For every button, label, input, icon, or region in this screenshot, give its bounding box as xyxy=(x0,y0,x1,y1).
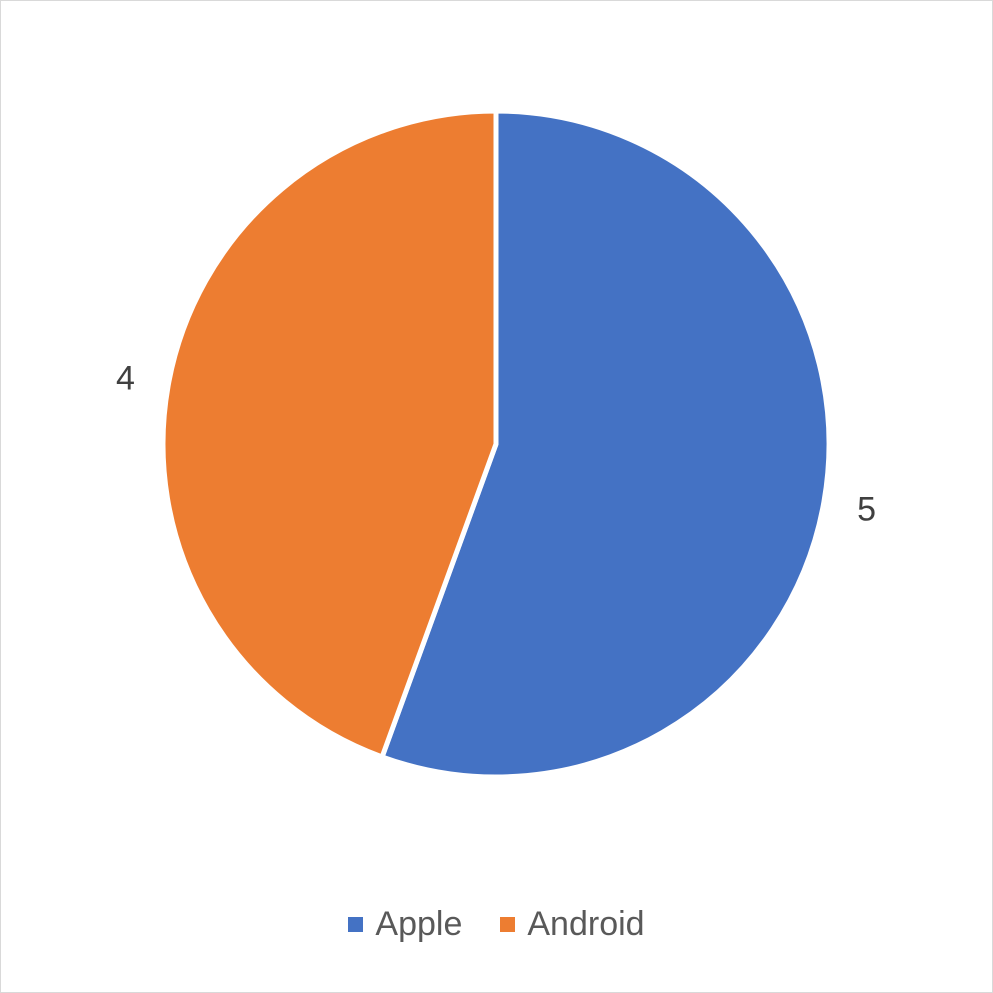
pie-slices xyxy=(160,108,832,780)
pie-slice-apple[interactable] xyxy=(379,108,832,780)
legend-swatch-apple xyxy=(348,916,364,932)
pie-slice-android[interactable] xyxy=(160,108,499,760)
legend-item-android[interactable]: Android xyxy=(500,904,645,944)
pie-data-labels: 54 xyxy=(116,360,876,529)
legend-swatch-android xyxy=(500,916,516,932)
legend-label-android: Android xyxy=(527,904,645,943)
legend: Apple Android xyxy=(0,902,993,946)
data-label-android: 4 xyxy=(116,360,135,398)
data-label-apple: 5 xyxy=(857,490,876,528)
legend-label-apple: Apple xyxy=(375,904,463,943)
legend-item-apple[interactable]: Apple xyxy=(348,905,462,944)
